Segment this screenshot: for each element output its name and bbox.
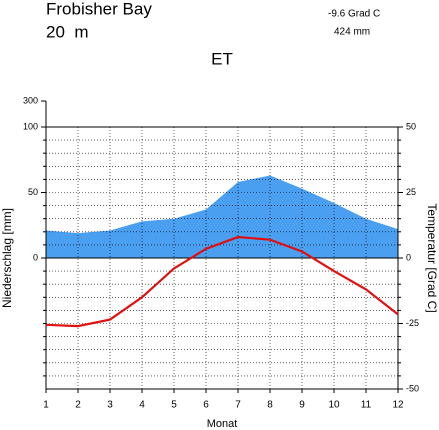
x-tick-label: 8 <box>267 400 273 411</box>
y-tick-label: 50 <box>28 187 38 197</box>
x-tick-label: 9 <box>299 400 305 411</box>
temperature-line <box>45 235 399 328</box>
y-tick-label: 300 <box>23 95 38 105</box>
mean-temperature: -9.6 Grad C <box>328 9 380 20</box>
x-tick-label: 10 <box>328 400 340 411</box>
x-tick-label: 11 <box>361 400 372 411</box>
x-tick-label: 12 <box>392 400 404 411</box>
y2-tick-label: -25 <box>406 318 419 328</box>
x-tick-label: 1 <box>43 400 49 411</box>
annual-precipitation: 424 mm <box>334 27 370 38</box>
chart-title: Frobisher Bay <box>46 0 152 18</box>
y2-axis-label: Temperatur [Grad C] <box>425 203 439 312</box>
y2-tick-label: 0 <box>406 252 411 262</box>
x-axis-label: Monat <box>207 418 238 430</box>
x-tick-label: 2 <box>75 400 81 411</box>
y-axis-label: Niederschlag [mm] <box>0 208 14 308</box>
x-tick-label: 5 <box>171 400 177 411</box>
y2-tick-label: 25 <box>406 187 416 197</box>
y2-tick-label: -50 <box>406 383 419 393</box>
x-tick-label: 7 <box>235 400 241 411</box>
climate-class: ET <box>211 49 233 68</box>
x-tick-label: 3 <box>107 400 113 411</box>
precipitation-area <box>46 175 398 258</box>
x-tick-label: 4 <box>139 400 145 411</box>
chart-subtitle: 20 m <box>46 22 89 41</box>
y-tick-label: 0 <box>33 252 38 262</box>
y2-tick-label: 50 <box>406 121 416 131</box>
y-tick-label: 100 <box>23 121 38 131</box>
x-tick-label: 6 <box>203 400 209 411</box>
